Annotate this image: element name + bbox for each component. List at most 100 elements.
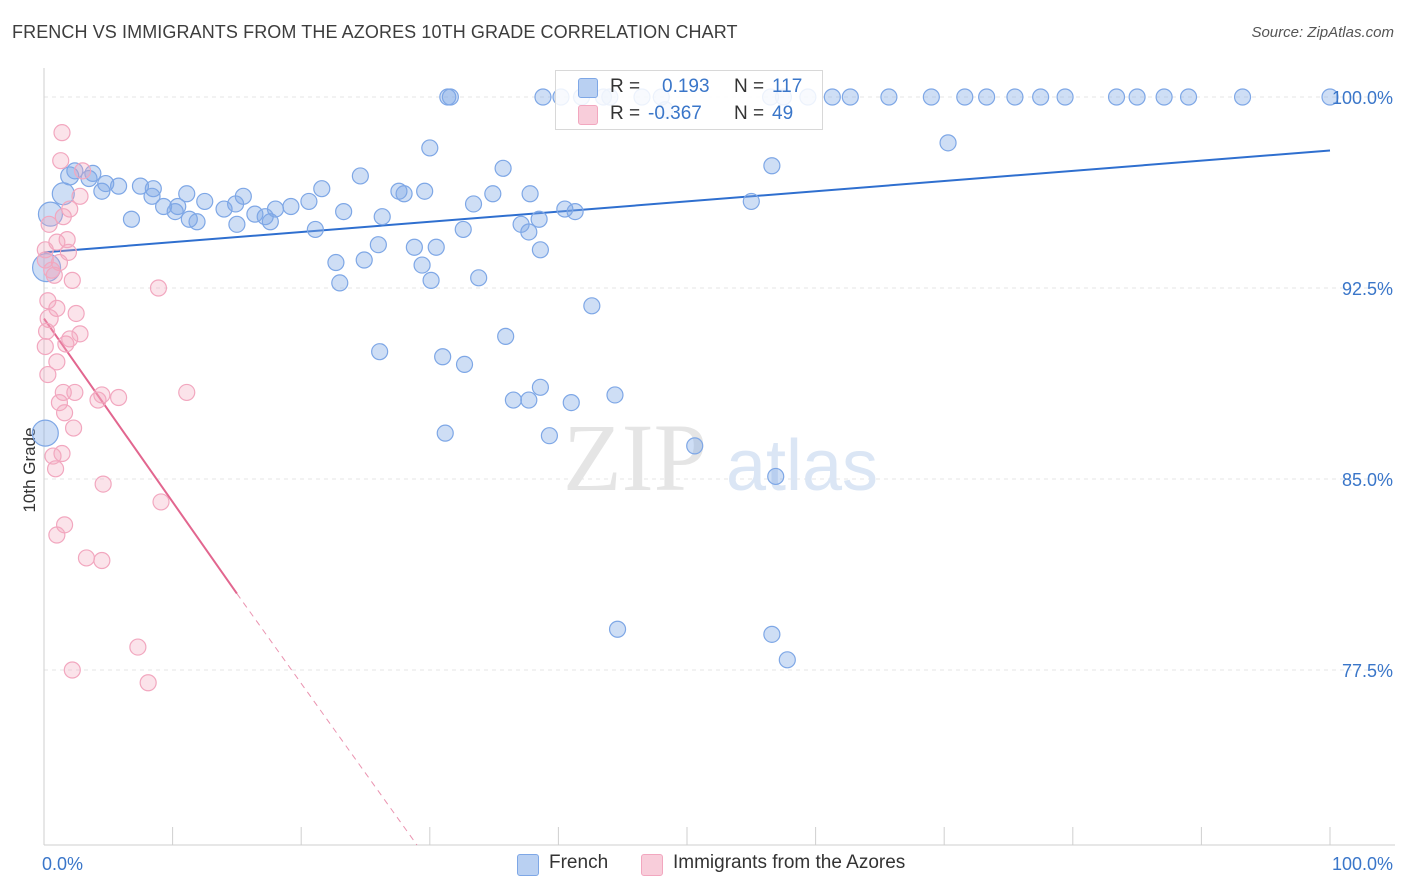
watermark: ZIP atlas (563, 404, 878, 511)
watermark-atlas: atlas (726, 426, 878, 506)
x-tick-label-min: 0.0% (42, 854, 83, 874)
french-point (413, 256, 431, 274)
french-point (351, 167, 369, 185)
french-point (497, 327, 515, 345)
legend-swatch-french (578, 78, 598, 98)
french-point (880, 88, 898, 106)
french-point (1128, 88, 1146, 106)
azores-point (55, 404, 74, 422)
bottom-legend-swatch-french (517, 854, 539, 876)
azores-point (139, 674, 157, 692)
azores-point (77, 549, 96, 567)
french-point (742, 192, 760, 211)
french-point (686, 437, 704, 455)
french-point (373, 208, 391, 226)
watermark-zip: ZIP (563, 404, 707, 511)
azores-point (152, 493, 170, 511)
azores-regression-line (43, 317, 238, 595)
french-point (778, 651, 796, 669)
french-point (484, 185, 502, 203)
french-point (355, 251, 373, 269)
azores-point (109, 388, 128, 407)
stats-legend: R = 0.193 N = 117 R = -0.367 N = 49 (555, 70, 823, 130)
gridlines (44, 96, 1395, 671)
french-point (530, 210, 548, 228)
legend-row-azores: R = -0.367 N = 49 (556, 101, 822, 127)
french-point (434, 348, 452, 366)
french-point (583, 297, 601, 315)
french-point (421, 139, 439, 157)
french-point (261, 213, 279, 231)
french-point (188, 213, 206, 231)
french-point (606, 386, 624, 404)
french-point (31, 419, 59, 447)
legend-swatch-azores (578, 105, 598, 125)
azores-point (61, 330, 79, 348)
legend-french-n-label: N = (734, 76, 765, 97)
french-point (763, 157, 781, 175)
bottom-legend-label-azores: Immigrants from the Azores (673, 852, 906, 873)
french-point (1006, 88, 1024, 106)
azores-point (71, 187, 89, 205)
legend-row-french: R = 0.193 N = 117 (556, 74, 822, 100)
french-point (371, 343, 389, 361)
legend-azores-n-value: 49 (772, 103, 794, 124)
azores-point (48, 353, 66, 371)
azores-points (36, 124, 196, 692)
french-point (436, 424, 454, 442)
french-point (395, 185, 413, 203)
source-label[interactable]: Source: ZipAtlas.com (1251, 24, 1394, 41)
french-point (169, 197, 187, 216)
french-point (313, 180, 331, 198)
french-point (1032, 88, 1050, 106)
french-point (196, 192, 214, 211)
legend-french-r-label: R = (610, 76, 641, 97)
azores-point (64, 419, 83, 437)
french-point (439, 88, 457, 106)
french-point (534, 88, 552, 106)
azores-point (94, 475, 112, 493)
french-point (97, 174, 115, 193)
azores-point (39, 292, 57, 310)
french-point (520, 223, 538, 241)
azores-point (43, 261, 61, 279)
french-point (1321, 88, 1339, 106)
french-point (144, 180, 162, 198)
legend-azores-r-label: R = (610, 103, 641, 124)
bottom-legend-swatch-azores (641, 854, 663, 876)
azores-point (52, 152, 70, 170)
azores-point (73, 162, 92, 180)
y-tick-label: 92.5% (1342, 279, 1393, 299)
french-point (455, 355, 474, 373)
french-point (427, 238, 445, 256)
french-point (234, 187, 252, 205)
french-point (282, 197, 300, 216)
french-point (531, 241, 549, 259)
french-point (767, 467, 785, 486)
french-point (562, 394, 580, 412)
french-point (369, 236, 387, 254)
french-point (841, 88, 859, 106)
legend-azores-n-label: N = (734, 103, 765, 124)
french-point (1233, 88, 1252, 106)
french-point (956, 88, 974, 106)
french-point (335, 203, 353, 221)
french-point (922, 88, 940, 106)
azores-point (93, 551, 111, 570)
azores-point (36, 337, 54, 356)
french-point (608, 620, 627, 638)
bottom-legend-label-french: French (549, 852, 609, 873)
azores-point (53, 444, 71, 463)
french-point (306, 220, 324, 239)
azores-point (50, 394, 69, 412)
legend-azores-r-value: -0.367 (648, 103, 702, 124)
azores-point (46, 460, 65, 478)
french-point (556, 200, 574, 218)
azores-point (63, 271, 81, 289)
azores-point (39, 365, 57, 384)
chart-title: FRENCH VS IMMIGRANTS FROM THE AZORES 10T… (12, 22, 738, 42)
azores-point (58, 231, 76, 249)
azores-point (89, 391, 107, 409)
french-point (416, 182, 434, 200)
azores-point (129, 638, 147, 656)
